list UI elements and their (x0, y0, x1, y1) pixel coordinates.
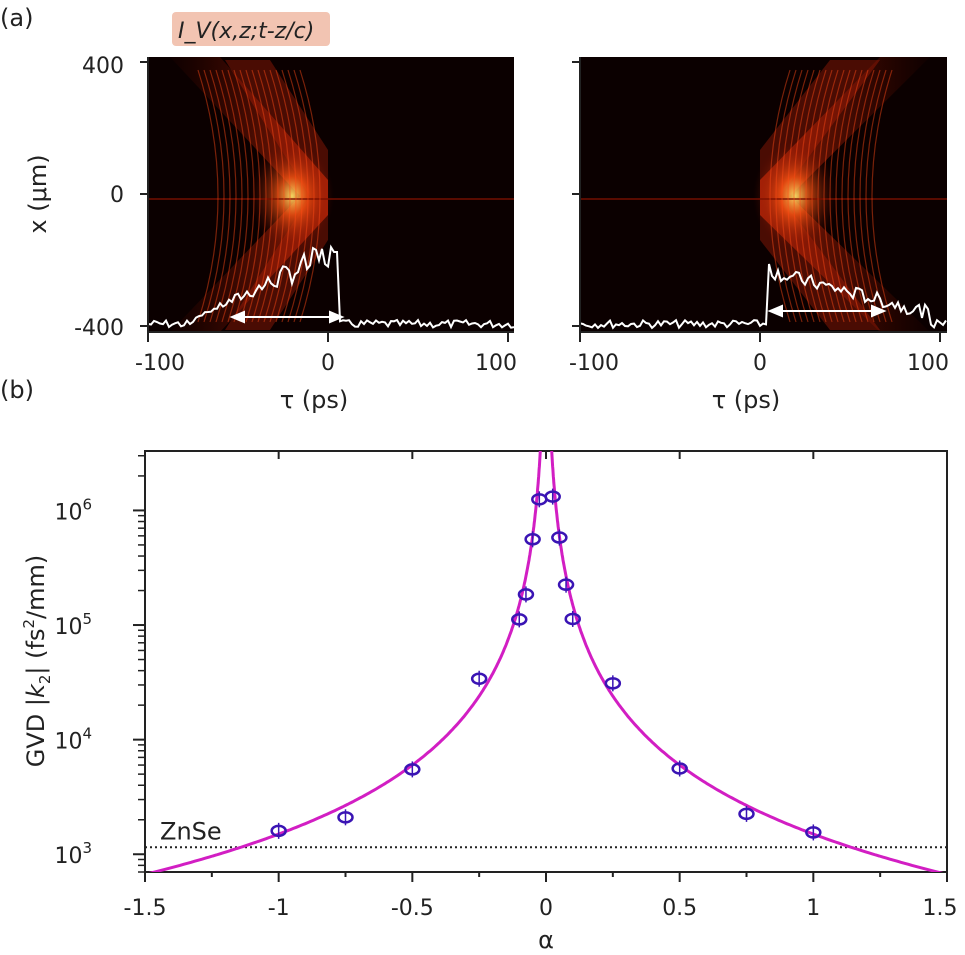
data-point (404, 761, 421, 778)
data-point (604, 675, 622, 692)
xlabel-left: τ (ps) (280, 386, 349, 414)
pulse-width-arrow-left (229, 310, 345, 324)
data-point (544, 488, 561, 505)
data-point (517, 586, 535, 603)
xtick-b-minus-0.5: -0.5 (391, 896, 434, 921)
data-point (511, 611, 528, 628)
xtick-b-1: 1 (806, 896, 820, 921)
znse-label: ZnSe (160, 817, 222, 845)
gvd-plot: ZnSe (133, 450, 948, 882)
ytick-b-label: 103 (54, 839, 92, 869)
xtick-b-minus-1: -1 (268, 896, 290, 921)
xtick-right-minus-100: -100 (569, 351, 619, 376)
xlabel-b: α (538, 926, 554, 954)
data-point (671, 760, 688, 777)
intensity-annotation-box (172, 12, 330, 46)
heatmap-left: I_V(x,z;t-z/c) (147, 12, 515, 333)
temporal-profile-left (147, 244, 515, 330)
ytick-0: 0 (110, 183, 124, 208)
ytick-b-label: 104 (54, 725, 92, 755)
svg-text:GVD |k2| (fs2/mm): GVD |k2| (fs2/mm) (20, 555, 54, 767)
data-point (270, 822, 287, 839)
left-heatmap-ticks (140, 61, 509, 342)
ylabel-left: x (μm) (24, 154, 52, 233)
xtick-right-100: 100 (907, 351, 949, 376)
right-heatmap-ticks (572, 61, 941, 342)
data-point (524, 531, 541, 548)
xtick-b-0.5: 0.5 (662, 896, 697, 921)
data-point (564, 610, 581, 627)
ylabel-b: GVD |k2| (fs2/mm) (20, 555, 54, 767)
xlabel-right: τ (ps) (712, 386, 781, 414)
data-point (551, 529, 568, 546)
xtick-b-0: 0 (539, 896, 553, 921)
xtick-left-minus-100: -100 (135, 351, 185, 376)
data-point (531, 491, 548, 508)
xtick-left-100: 100 (475, 351, 517, 376)
xtick-left-0: 0 (321, 351, 335, 376)
intensity-annotation: I_V(x,z;t-z/c) (178, 19, 314, 44)
data-point (738, 805, 755, 822)
heatmap-right (579, 57, 947, 333)
panel-b-label: (b) (0, 376, 34, 404)
ytick-400: 400 (82, 54, 124, 79)
data-point (470, 670, 488, 687)
pulse-width-arrow-right (767, 304, 887, 318)
ytick-b-label: 105 (54, 610, 92, 640)
temporal-profile-right (579, 263, 947, 330)
panel-a-label: (a) (0, 4, 33, 32)
xtick-b-minus-1.5: -1.5 (124, 896, 167, 921)
data-point (557, 576, 575, 593)
plot-frame (144, 450, 948, 873)
xtick-b-1.5: 1.5 (923, 896, 958, 921)
fit-curve (148, 451, 944, 872)
ytick-b-label: 106 (54, 495, 92, 525)
data-point (337, 809, 354, 826)
data-point (805, 824, 822, 841)
xtick-right-0: 0 (753, 351, 767, 376)
ytick-minus-400: -400 (74, 316, 124, 341)
